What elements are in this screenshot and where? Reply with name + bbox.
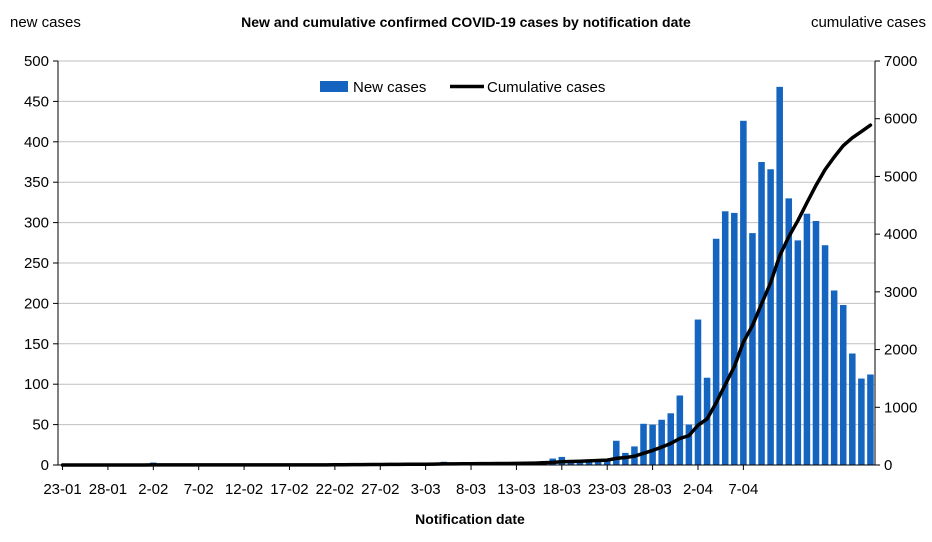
bar: [576, 460, 584, 465]
bar: [731, 212, 738, 465]
bar: [703, 377, 711, 465]
right-tick-label: 3000: [884, 284, 917, 301]
bar: [712, 238, 720, 465]
legend-label-new-cases: New cases: [353, 79, 426, 96]
bar: [794, 240, 802, 465]
right-tick-label: 4000: [884, 226, 917, 243]
x-tick-label: 13-03: [497, 481, 535, 498]
right-tick-label: 0: [884, 457, 892, 474]
x-tick-label: 7-04: [728, 481, 758, 498]
right-tick-label: 6000: [884, 111, 917, 128]
left-tick-label: 100: [24, 376, 49, 393]
bar: [849, 353, 856, 465]
bar: [658, 419, 665, 465]
legend-swatch-new-cases: [320, 81, 348, 92]
left-tick-label: 50: [32, 417, 49, 434]
left-tick-label: 400: [24, 134, 49, 151]
x-tick-label: 23-01: [43, 481, 81, 498]
x-tick-label: 28-03: [633, 481, 671, 498]
legend-label-cumulative: Cumulative cases: [487, 79, 605, 96]
x-tick-label: 23-03: [588, 481, 626, 498]
left-axis-title: new cases: [10, 14, 81, 31]
left-tick-label: 300: [24, 215, 49, 232]
bar: [803, 213, 811, 465]
bar-series-new-cases: [150, 86, 874, 466]
bar: [676, 395, 684, 465]
right-tick-label: 5000: [884, 168, 917, 185]
bar: [812, 220, 820, 465]
x-tick-label: 2-04: [683, 481, 713, 498]
x-tick-label: 17-02: [270, 481, 308, 498]
axes: [53, 60, 880, 470]
x-tick-label: 3-03: [411, 481, 441, 498]
bar: [585, 460, 593, 465]
x-tick-label: 22-02: [316, 481, 354, 498]
bar: [603, 459, 611, 465]
bar: [758, 162, 765, 465]
bar: [649, 424, 656, 465]
x-tick-label: 12-02: [225, 481, 263, 498]
bar: [776, 86, 783, 465]
gridlines: [58, 60, 875, 426]
bar: [821, 245, 829, 465]
bar: [749, 233, 756, 465]
bar: [830, 290, 838, 465]
bar: [721, 211, 729, 465]
left-tick-label: 150: [24, 336, 49, 353]
bar: [740, 120, 747, 466]
x-tick-label: 8-03: [456, 481, 486, 498]
bar: [594, 460, 602, 465]
x-tick-label: 28-01: [89, 481, 127, 498]
chart-title: New and cumulative confirmed COVID-19 ca…: [241, 14, 691, 30]
left-tick-label: 0: [41, 457, 49, 474]
left-tick-label: 200: [24, 295, 49, 312]
bar: [839, 305, 847, 465]
x-axis-title: Notification date: [415, 511, 525, 527]
left-tick-label: 500: [24, 53, 49, 70]
bar: [640, 423, 647, 465]
x-tick-label: 18-03: [543, 481, 581, 498]
legend: New cases Cumulative cases: [320, 79, 605, 96]
x-tick-label: 7-02: [184, 481, 214, 498]
left-tick-label: 250: [24, 255, 49, 272]
right-tick-label: 1000: [884, 399, 917, 416]
bar: [685, 424, 693, 465]
right-axis-title: cumulative cases: [811, 14, 926, 31]
right-tick-label: 7000: [884, 53, 917, 70]
left-tick-label: 450: [24, 93, 49, 110]
tick-labels: 0501001502002503003504004505000100020003…: [24, 53, 917, 498]
x-tick-label: 2-02: [138, 481, 168, 498]
x-tick-label: 27-02: [361, 481, 399, 498]
right-tick-label: 2000: [884, 342, 917, 359]
bar: [667, 413, 675, 465]
bar: [613, 440, 620, 465]
bar: [858, 378, 865, 465]
bar: [785, 198, 793, 466]
left-tick-label: 350: [24, 174, 49, 191]
bar: [767, 169, 774, 465]
bar: [867, 374, 874, 465]
bar: [694, 319, 702, 465]
